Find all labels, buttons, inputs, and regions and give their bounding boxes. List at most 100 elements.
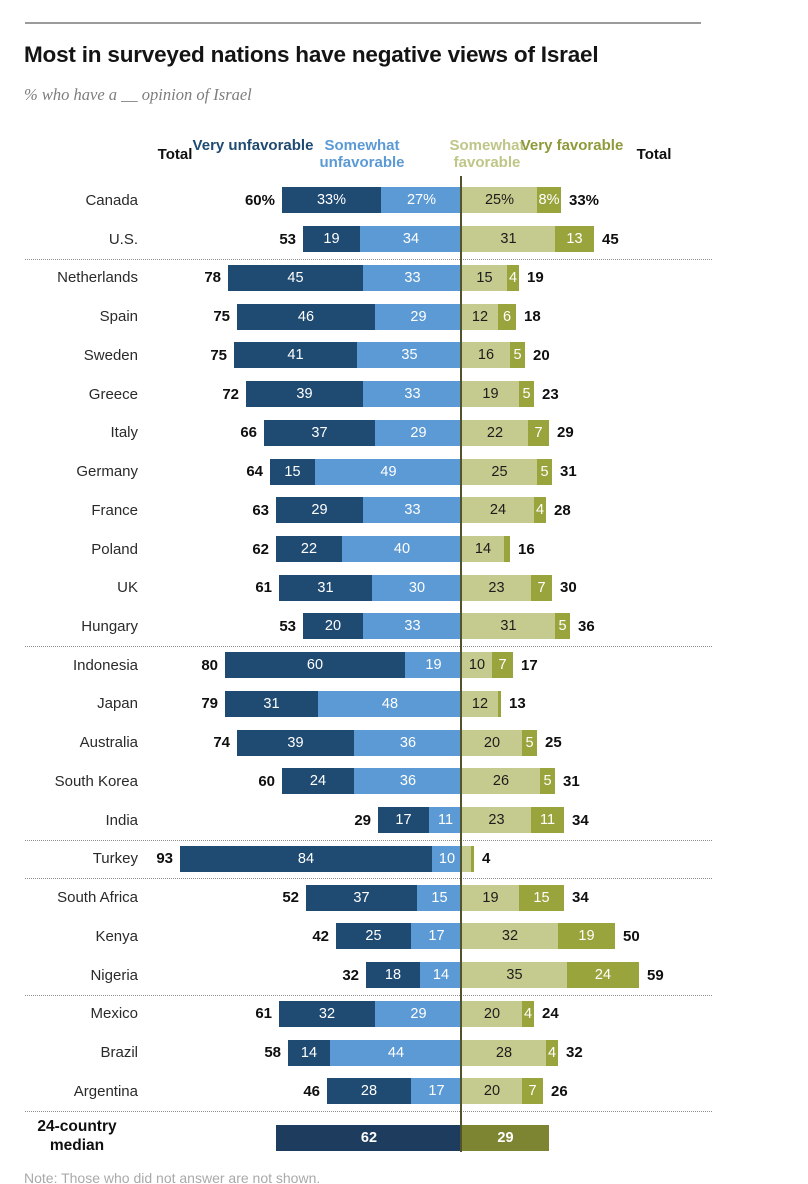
group-separator	[25, 878, 712, 880]
total-favorable-label: 36	[578, 617, 595, 635]
total-unfavorable-label: 72	[222, 385, 239, 403]
segment-somewhat-favorable: 24	[462, 497, 534, 524]
segment-very-unfavorable: 39	[246, 381, 363, 408]
total-unfavorable-label: 64	[246, 463, 263, 481]
total-favorable-label: 26	[551, 1082, 568, 1100]
segment-very-favorable: 4	[522, 1000, 534, 1027]
segment-very-unfavorable: 14	[288, 1039, 330, 1066]
segment-somewhat-favorable: 19	[462, 381, 519, 408]
total-unfavorable-label: 61	[255, 579, 272, 597]
footnote: Note: Those who did not answer are not s…	[24, 1170, 321, 1184]
total-unfavorable-label: 75	[210, 346, 227, 364]
total-favorable-label: 17	[521, 656, 538, 674]
segment-somewhat-unfavorable: 49	[315, 458, 462, 485]
segment-very-unfavorable: 31	[225, 690, 318, 717]
chart-row: Turkey 93 4 84 10	[0, 840, 808, 879]
group-separator	[25, 839, 712, 841]
median-label-line2: median	[49, 1136, 105, 1154]
segment-somewhat-favorable: 23	[462, 807, 531, 834]
segment-very-favorable	[471, 845, 474, 872]
total-unfavorable-label: 61	[255, 1005, 272, 1023]
segment-somewhat-unfavorable: 29	[375, 419, 462, 446]
total-favorable-label: 34	[572, 889, 589, 907]
column-header-total-right: Total	[636, 146, 672, 163]
segment-very-favorable: 13	[555, 226, 594, 253]
total-unfavorable-label: 78	[204, 269, 221, 287]
segment-very-unfavorable: 60	[225, 652, 405, 679]
segment-somewhat-unfavorable: 17	[411, 1078, 462, 1105]
total-unfavorable-label: 62	[252, 540, 269, 558]
segment-very-favorable: 5	[510, 342, 525, 369]
segment-somewhat-favorable: 20	[462, 729, 522, 756]
chart-row: Sweden 75 20 41 35 16 5	[0, 336, 808, 375]
segment-very-favorable: 11	[531, 807, 564, 834]
chart-row: France 63 28 29 33 24 4	[0, 491, 808, 530]
segment-somewhat-favorable: 32	[462, 923, 558, 950]
total-favorable-label: 25	[545, 734, 562, 752]
segment-somewhat-favorable: 31	[462, 226, 555, 253]
segment-somewhat-favorable: 16	[462, 342, 510, 369]
chart-row: Poland 62 16 22 40 14	[0, 530, 808, 569]
segment-very-favorable: 5	[555, 613, 570, 640]
segment-somewhat-favorable: 12	[462, 690, 498, 717]
segment-very-unfavorable: 46	[237, 303, 375, 330]
chart-subtitle: % who have a __ opinion of Israel	[24, 85, 252, 104]
total-unfavorable-label: 60%	[244, 191, 275, 209]
median-label-line1: 24-country	[37, 1117, 117, 1135]
median-label: 24-country median	[16, 1117, 138, 1155]
segment-somewhat-unfavorable: 33	[363, 497, 462, 524]
total-unfavorable-label: 52	[282, 889, 299, 907]
segment-somewhat-favorable: 28	[462, 1039, 546, 1066]
country-label: Hungary	[81, 617, 138, 635]
total-favorable-label: 13	[509, 695, 526, 713]
total-unfavorable-label: 53	[279, 230, 296, 248]
chart-row: South Korea 60 31 24 36 26 5	[0, 762, 808, 801]
country-label: Brazil	[100, 1044, 138, 1062]
total-unfavorable-label: 53	[279, 617, 296, 635]
group-separator	[25, 994, 712, 996]
segment-very-favorable: 7	[522, 1078, 543, 1105]
total-unfavorable-label: 29	[354, 811, 371, 829]
total-unfavorable-label: 79	[201, 695, 218, 713]
group-separator	[25, 645, 712, 647]
country-label: Germany	[76, 463, 138, 481]
segment-very-unfavorable: 22	[276, 536, 342, 563]
segment-very-unfavorable: 32	[279, 1000, 375, 1027]
segment-very-unfavorable: 41	[234, 342, 357, 369]
column-header-very-favorable: Very favorable	[520, 137, 624, 154]
segment-very-unfavorable: 31	[279, 574, 372, 601]
segment-very-favorable: 5	[537, 458, 552, 485]
segment-very-favorable: 5	[540, 768, 555, 795]
segment-very-favorable: 7	[528, 419, 549, 446]
country-label: Spain	[99, 308, 138, 326]
segment-somewhat-unfavorable: 40	[342, 536, 462, 563]
segment-very-unfavorable: 18	[366, 962, 420, 989]
chart-row: Greece 72 23 39 33 19 5	[0, 375, 808, 414]
chart-row: U.S. 53 45 19 34 31 13	[0, 220, 808, 259]
segment-somewhat-unfavorable: 11	[429, 807, 462, 834]
total-favorable-label: 31	[560, 463, 577, 481]
total-favorable-label: 16	[518, 540, 535, 558]
segment-somewhat-unfavorable: 48	[318, 690, 462, 717]
segment-somewhat-favorable: 20	[462, 1000, 522, 1027]
segment-somewhat-favorable: 10	[462, 652, 492, 679]
segment-somewhat-unfavorable: 14	[420, 962, 462, 989]
segment-very-unfavorable: 15	[270, 458, 315, 485]
segment-somewhat-favorable: 35	[462, 962, 567, 989]
chart-row: Italy 66 29 37 29 22 7	[0, 413, 808, 452]
column-header-very-unfavorable: Very unfavorable	[192, 137, 314, 154]
segment-very-favorable: 19	[558, 923, 615, 950]
segment-somewhat-unfavorable: 19	[405, 652, 462, 679]
country-label: Canada	[85, 191, 138, 209]
country-label: Poland	[91, 540, 138, 558]
total-favorable-label: 23	[542, 385, 559, 403]
total-favorable-label: 4	[482, 850, 491, 868]
country-label: Netherlands	[57, 269, 138, 287]
segment-very-favorable: 4	[546, 1039, 558, 1066]
segment-somewhat-unfavorable: 15	[417, 884, 462, 911]
segment-somewhat-unfavorable: 33	[363, 613, 462, 640]
country-label: South Africa	[57, 889, 138, 907]
total-unfavorable-label: 75	[213, 308, 230, 326]
total-unfavorable-label: 32	[342, 966, 359, 984]
